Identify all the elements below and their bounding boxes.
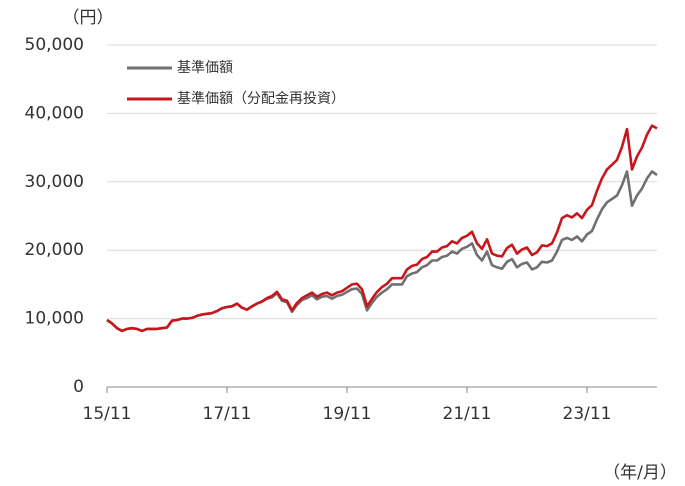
y-tick-label: 40,000: [25, 103, 84, 123]
legend-label: 基準価額: [177, 59, 233, 76]
series-line: [106, 124, 658, 333]
x-tick-label: 19/11: [323, 404, 372, 424]
x-tick-label: 23/11: [563, 404, 612, 424]
y-tick-label: 0: [73, 377, 84, 397]
y-unit-label: （円）: [63, 8, 114, 28]
x-unit-label: （年/月）: [603, 463, 677, 483]
x-tick-label: 15/11: [83, 404, 132, 424]
x-tick-label: 17/11: [203, 404, 252, 424]
x-tick-label: 21/11: [443, 404, 492, 424]
legend-label: 基準価額（分配金再投資）: [177, 90, 345, 107]
y-tick-label: 50,000: [25, 35, 84, 55]
y-tick-label: 20,000: [25, 240, 84, 260]
y-tick-label: 10,000: [25, 309, 84, 329]
series-line: [106, 170, 658, 333]
y-tick-label: 30,000: [25, 172, 84, 192]
